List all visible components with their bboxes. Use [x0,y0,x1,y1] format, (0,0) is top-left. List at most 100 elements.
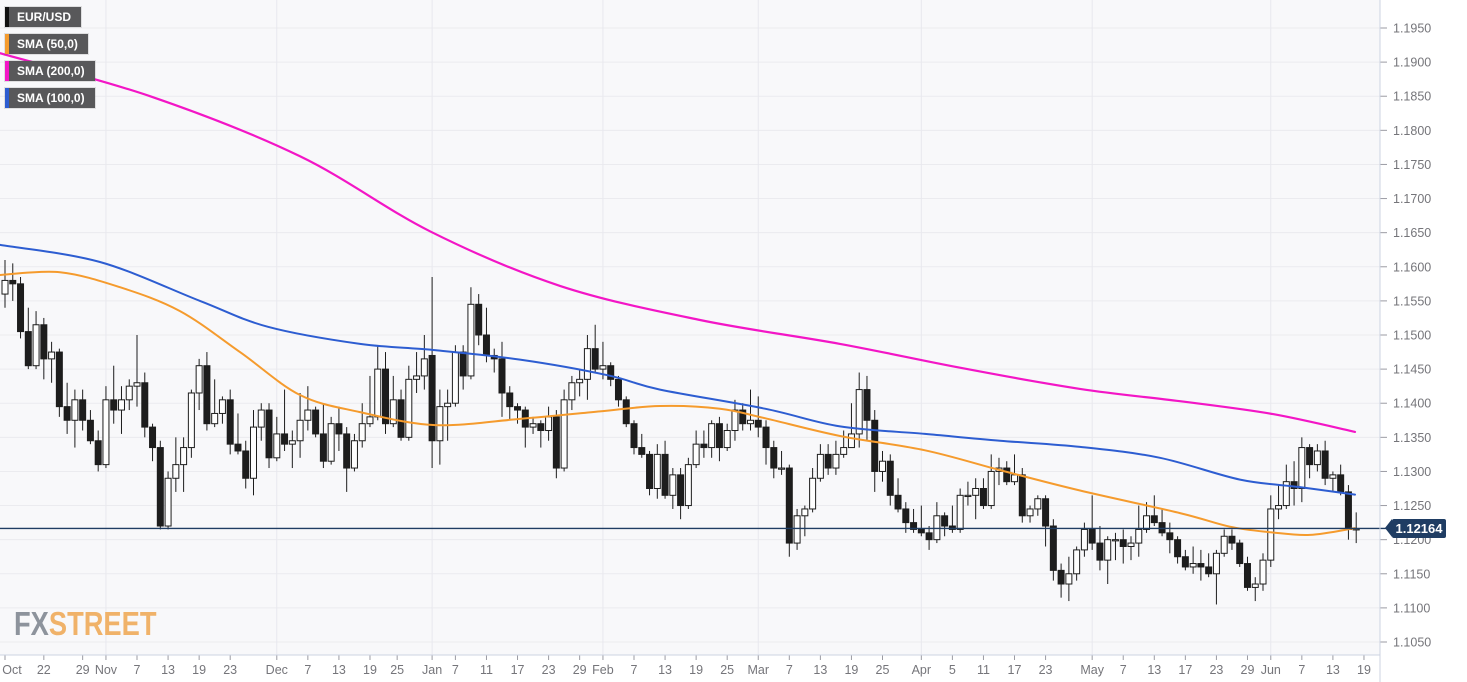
x-axis-label: 7 [134,663,141,677]
candle-body-down [739,409,747,425]
candle-body-up [801,508,809,517]
candle-body-up [1259,559,1267,585]
candle-body-down [1150,515,1158,524]
candle-body-up [71,399,79,421]
x-axis-label: 7 [631,663,638,677]
candle-body-up [164,477,172,527]
sma100-label: SMA (100,0) [17,91,85,105]
candle-body-down [700,443,708,449]
y-axis-label: 1.1950 [1393,22,1431,36]
candle-body-down [86,419,94,442]
candle-body-down [661,453,669,496]
legend-chip-sma100[interactable]: SMA (100,0) [5,88,95,108]
candle-body-down [979,488,987,507]
candle-body-up [1251,583,1259,588]
x-axis-label: Dec [266,663,288,677]
candle-body-up [972,488,980,496]
x-axis-label: 29 [1241,663,1255,677]
candle-body-down [55,351,63,408]
candle-body-down [537,423,545,432]
candle-body-up [855,389,863,435]
candle-body-up [187,392,195,449]
candle-body-down [79,399,87,421]
x-axis-label: 19 [689,663,703,677]
candle-body-down [1057,569,1065,585]
candle-body-down [242,450,250,479]
candle-body-up [117,399,125,411]
candle-body-up [327,423,335,462]
candle-body-up [1329,474,1337,479]
candle-body-down [925,532,933,541]
candle-body-up [847,433,855,449]
candle-body-up [249,426,257,479]
x-axis-label: 19 [844,663,858,677]
candle-body-down [514,406,522,411]
candle-body-up [692,443,700,466]
candle-body-up [389,399,397,425]
candle-body-down [941,515,949,527]
candle-body-up [1275,505,1283,510]
candle-body-down [1088,528,1096,544]
candle-body-up [444,402,452,408]
x-axis-label: 29 [573,663,587,677]
x-axis-label: 22 [37,663,51,677]
candle-body-up [964,494,972,498]
y-axis-label: 1.1550 [1393,294,1431,308]
candle-body-up [1135,528,1143,544]
candle-body-down [591,348,599,370]
candle-body-up [1026,508,1034,517]
y-axis-label: 1.1300 [1393,465,1431,479]
candle-body-down [203,365,211,425]
candle-body-down [886,460,894,496]
legend-chip-sma50[interactable]: SMA (50,0) [5,34,88,54]
x-axis-label: 19 [363,663,377,677]
x-axis-label: Feb [592,663,614,677]
candle-body-up [653,453,661,489]
candle-body-down [630,423,638,449]
candle-body-down [902,508,910,524]
sma-line-2000 [0,52,1357,433]
candle-body-down [1321,450,1329,479]
x-axis-label: 17 [1008,663,1022,677]
x-axis-label: 13 [658,663,672,677]
candle-body-up [1034,498,1042,510]
candle-body-up [1104,539,1112,561]
x-axis-label: 7 [304,663,311,677]
candle-body-down [1096,542,1104,561]
candle-body-up [529,423,537,428]
symbol-label: EUR/USD [17,10,72,24]
x-axis-label: 7 [452,663,459,677]
x-axis-label: Mar [747,663,769,677]
legend-chip-symbol[interactable]: EUR/USD [5,7,82,27]
x-axis-label: 11 [480,663,493,677]
candle-body-down [281,433,289,445]
candle-body-down [397,399,405,438]
candle-body-down [40,324,48,360]
candle-body-up [568,382,576,401]
sma200-color-bar [5,61,9,81]
legend-chip-sma200[interactable]: SMA (200,0) [5,61,95,81]
y-axis-label: 1.1500 [1393,329,1431,343]
candle-body-down [1181,556,1189,568]
x-axis-label: 11 [977,663,990,677]
y-axis-label: 1.1800 [1393,124,1431,138]
x-axis-label: 17 [1178,663,1192,677]
candle-body-up [1111,539,1119,542]
candle-body-up [1127,542,1135,547]
legend: EUR/USD SMA (50,0) SMA (200,0) SMA (100,… [5,7,95,115]
candle-body-up [793,515,801,544]
candle-body-up [987,470,995,507]
candle-body-down [552,416,560,469]
candle-body-down [475,303,483,336]
candle-body-up [956,494,964,530]
candle-body-down [17,283,25,333]
y-axis-label: 1.1050 [1393,636,1431,650]
candle-body-down [910,522,918,530]
candle-body-down [1337,474,1345,493]
sma50-label: SMA (50,0) [17,37,78,51]
candle-body-down [863,389,871,421]
candle-body-up [599,365,607,370]
candle-body-down [312,409,320,435]
x-axis-label: 13 [161,663,175,677]
